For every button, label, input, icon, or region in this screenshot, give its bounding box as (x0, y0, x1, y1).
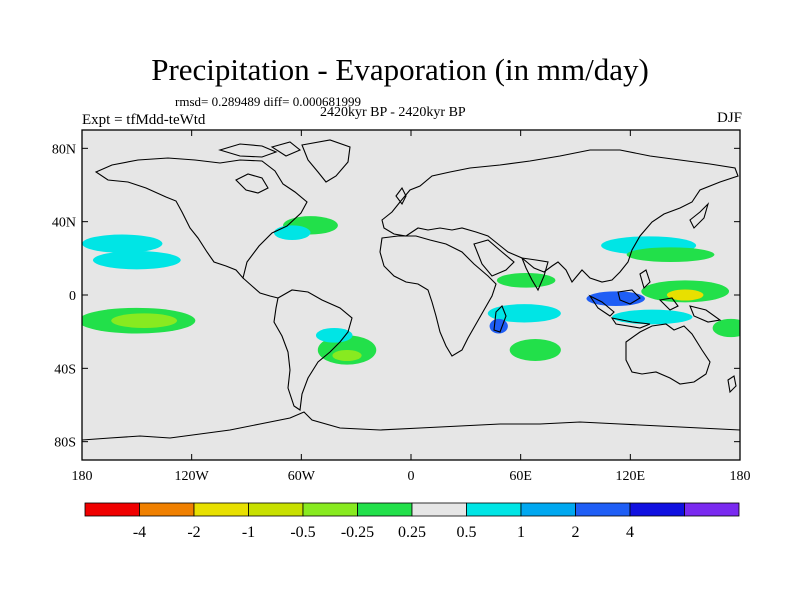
anomaly-hawaii-trough (92, 250, 181, 270)
coast-south-america (273, 289, 353, 411)
coast-hudson-bay (235, 173, 269, 194)
coast-arctic-islands (218, 141, 302, 158)
colorbar-swatch (575, 502, 631, 517)
x-tick-label: 180 (72, 469, 93, 484)
x-tick-label: 60W (288, 469, 316, 484)
coastlines (82, 139, 740, 441)
chart-title: Precipitation - Evaporation (in mm/day) (151, 52, 649, 87)
map-background (82, 130, 740, 460)
y-tick-label: 80N (52, 142, 76, 157)
anomaly-gulf-stream-cyan (273, 225, 311, 241)
coast-australia (625, 323, 711, 385)
experiment-label: Expt = tfMdd-teWtd (82, 112, 206, 128)
coast-arabia (473, 239, 515, 277)
x-tick-label: 60E (509, 469, 532, 484)
colorbar-label: 4 (626, 524, 634, 541)
y-tick-label: 0 (69, 289, 76, 304)
colorbar-label: 2 (572, 524, 580, 541)
y-tick-label: 80S (54, 436, 76, 451)
coast-britain (395, 186, 407, 206)
rmsd-diff-stats: rmsd= 0.289489 diff= 0.000681999 (175, 94, 361, 109)
colorbar: -4 -2 -1 -0.5 -0.25 0.25 0.5 1 2 4 (84, 502, 740, 541)
colorbar-swatch (302, 502, 358, 517)
coast-philippines (639, 269, 651, 290)
anomaly-warm-pool-core (666, 289, 704, 301)
colorbar-label: -0.25 (341, 524, 374, 541)
anomaly-south-pacific-lime (111, 313, 178, 328)
colorbar-label: -1 (242, 524, 255, 541)
colorbar-swatch (84, 502, 140, 517)
x-tick-label: 120E (616, 469, 646, 484)
colorbar-label: 1 (517, 524, 525, 541)
season-label: DJF (716, 110, 742, 126)
y-tick-label: 40N (52, 216, 76, 231)
colorbar-label: 0.25 (398, 524, 426, 541)
anomaly-australia-wet (612, 309, 693, 325)
coast-indonesia (588, 289, 722, 329)
colorbar-swatch (684, 502, 740, 517)
coast-north-america (94, 157, 308, 280)
coast-africa (379, 235, 497, 357)
anomaly-mid-atlantic-lime (332, 350, 362, 361)
anomaly-regions (82, 216, 740, 365)
colorbar-swatch (466, 502, 522, 517)
colorbar-swatch (629, 502, 685, 517)
anomaly-arabian-sea-dry (496, 273, 556, 288)
colorbar-swatch (520, 502, 576, 517)
colorbar-label: -4 (133, 524, 146, 541)
coast-new-zealand (727, 375, 737, 394)
anomaly-north-pacific-wet (82, 234, 163, 253)
colorbar-swatch (139, 502, 195, 517)
period-subtitle: 2420kyr BP - 2420kyr BP (320, 105, 466, 120)
coast-india (521, 257, 549, 292)
coast-greenland (301, 139, 351, 183)
x-tick-label: 0 (408, 469, 415, 484)
coast-antarctica (82, 411, 740, 441)
anomaly-maritime-continent-wet (586, 291, 645, 306)
colorbar-label: 0.5 (457, 524, 477, 541)
axis-ticks: 180 120W 60W 0 60E 120E 180 80N 40N 0 40S 80S (52, 130, 751, 484)
colorbar-label: -2 (187, 524, 200, 541)
anomaly-indian-ocean-wet (487, 304, 561, 323)
y-tick-label: 40S (54, 362, 76, 377)
colorbar-label: -0.5 (290, 524, 315, 541)
anomaly-east-asia-dry (626, 247, 715, 262)
coast-japan (689, 202, 710, 229)
x-tick-label: 120W (175, 469, 210, 484)
anomaly-south-indian-dry (509, 339, 561, 361)
coast-central-america (242, 277, 279, 299)
colorbar-swatch (411, 502, 467, 517)
anomaly-south-atlantic-wet (315, 328, 353, 343)
anomaly-spcz-green (712, 318, 740, 338)
coast-madagascar (493, 305, 507, 333)
coast-europe-asia (381, 149, 739, 283)
colorbar-swatch (193, 502, 249, 517)
colorbar-swatch (357, 502, 413, 517)
colorbar-swatch (248, 502, 304, 517)
x-tick-label: 180 (730, 469, 751, 484)
